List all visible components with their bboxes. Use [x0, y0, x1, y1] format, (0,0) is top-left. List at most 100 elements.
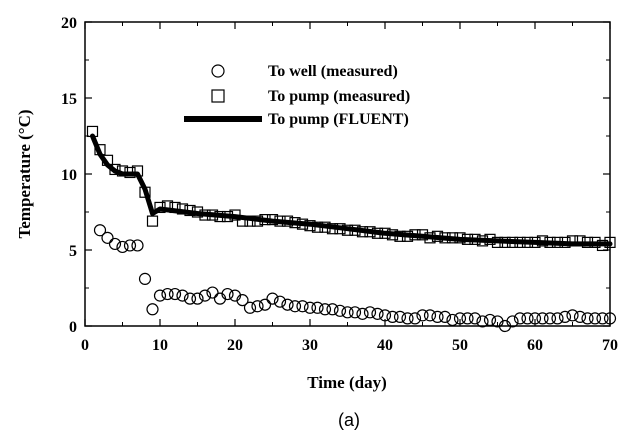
- pump-point: [101, 154, 114, 166]
- well-point: [168, 287, 182, 301]
- pump-point: [521, 236, 534, 248]
- pump-point: [214, 210, 226, 223]
- well-point: [288, 300, 302, 313]
- pump-point: [266, 214, 279, 226]
- well-point: [566, 309, 579, 322]
- legend-label: To pump (measured): [268, 88, 410, 105]
- x-tick-label: 30: [302, 337, 318, 354]
- well-point: [581, 312, 594, 325]
- well-point: [438, 310, 452, 323]
- pump-point: [431, 230, 444, 242]
- pump-point: [551, 236, 564, 248]
- well-point: [206, 286, 219, 299]
- pump-point: [379, 227, 391, 239]
- pump-point: [116, 165, 129, 177]
- pump-point: [326, 223, 339, 235]
- pump-point: [409, 229, 421, 241]
- well-point: [101, 231, 114, 244]
- x-tick-label: 70: [602, 337, 618, 354]
- pump-point: [146, 215, 159, 227]
- well-point: [521, 312, 534, 325]
- y-axis-label: Temperature (°C): [15, 109, 34, 238]
- well-point: [243, 301, 257, 314]
- well-point: [221, 287, 234, 301]
- pump-point: [334, 223, 346, 235]
- well-point: [311, 301, 324, 314]
- x-axis-label: Time (day): [307, 373, 387, 392]
- pump-point: [281, 215, 294, 227]
- well-point: [116, 240, 129, 254]
- legend-marker-square: [211, 89, 225, 103]
- well-point: [371, 307, 384, 320]
- well-point: [93, 224, 107, 237]
- pump-point: [206, 209, 219, 221]
- well-point: [446, 313, 459, 327]
- well-point: [258, 298, 272, 311]
- pump-point: [304, 220, 316, 232]
- well-point: [506, 315, 519, 328]
- pump-point: [476, 235, 489, 247]
- well-point: [543, 312, 557, 325]
- pump-point: [94, 144, 106, 156]
- well-point: [483, 313, 497, 327]
- legend-label: To well (measured): [268, 63, 398, 80]
- well-point: [363, 306, 377, 319]
- pump-point: [454, 232, 466, 244]
- pump-point: [229, 209, 241, 221]
- well-point: [333, 304, 347, 317]
- pump-point: [349, 224, 361, 236]
- pump-point: [191, 206, 204, 218]
- well-point: [468, 312, 482, 325]
- well-point: [528, 312, 542, 325]
- well-point: [348, 306, 362, 319]
- pump-point: [416, 229, 429, 241]
- pump-point: [251, 215, 264, 227]
- well-point: [191, 292, 204, 305]
- y-tick-label: 15: [61, 91, 77, 108]
- pump-point: [469, 233, 481, 245]
- pump-point: [484, 233, 496, 245]
- pump-point: [274, 215, 286, 227]
- well-point: [378, 309, 392, 322]
- well-point: [408, 312, 422, 325]
- pump-point: [559, 236, 571, 248]
- y-tick-label: 10: [61, 167, 77, 184]
- well-point: [341, 306, 354, 319]
- pump-point: [574, 235, 586, 247]
- well-point: [386, 310, 399, 323]
- well-point: [431, 310, 444, 323]
- pump-point: [154, 201, 166, 214]
- pump-point: [169, 201, 181, 214]
- well-point: [326, 303, 339, 316]
- well-point: [513, 312, 527, 325]
- pump-point: [236, 215, 249, 227]
- well-point: [146, 303, 159, 316]
- well-point: [281, 298, 294, 311]
- pump-point: [184, 204, 196, 217]
- y-tick-label: 0: [69, 319, 77, 336]
- well-point: [131, 239, 144, 252]
- pump-point: [319, 221, 331, 233]
- well-point: [596, 312, 609, 325]
- pump-point: [311, 221, 324, 233]
- pump-point: [604, 236, 616, 248]
- pump-point: [109, 163, 121, 176]
- y-tick-label: 20: [61, 15, 77, 32]
- pump-point: [589, 236, 601, 248]
- pump-point: [514, 236, 526, 248]
- pump-point: [401, 230, 414, 242]
- pump-point: [536, 235, 549, 247]
- well-point: [198, 289, 212, 302]
- well-point: [461, 312, 474, 325]
- pump-point: [86, 125, 99, 138]
- well-point: [273, 295, 287, 308]
- pump-point: [439, 232, 451, 244]
- pump-point: [544, 236, 556, 248]
- pump-point: [581, 236, 594, 248]
- well-point: [153, 289, 167, 302]
- pump-point: [289, 217, 301, 229]
- well-point: [303, 301, 317, 314]
- figure-caption: (a): [338, 410, 360, 430]
- well-point: [183, 292, 197, 305]
